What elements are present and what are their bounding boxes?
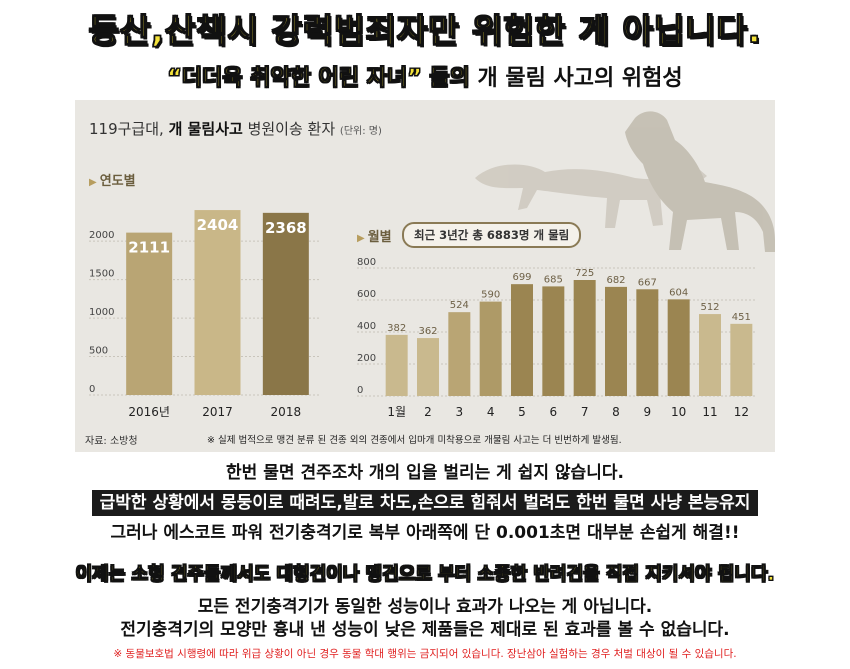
bar-value-label: 382 (387, 323, 406, 334)
y-tick-label: 1500 (89, 269, 114, 280)
bar-value-label: 699 (512, 272, 531, 283)
bar-value-label: 512 (700, 302, 719, 313)
bar-value-label: 362 (418, 326, 437, 337)
bar (636, 289, 659, 396)
bar-value-label: 590 (481, 290, 500, 301)
statement-2: 급박한 상황에서 몽둥이로 때려도,발로 차도,손으로 힘줘서 벌려도 한번 물… (0, 488, 850, 516)
title-prefix: 119구급대, (89, 120, 169, 138)
bar (448, 312, 471, 396)
bar-value-label: 2368 (265, 219, 307, 237)
x-category-label: 2018 (271, 405, 302, 419)
y-tick-label: 0 (357, 385, 363, 396)
bar (194, 210, 241, 395)
yearly-chart: 0 500 1000 1500 2000 2111 2016년 2404 2017 2368 201… (89, 210, 320, 419)
x-category-label: 12 (734, 405, 749, 419)
title-bold: 개 물림사고 (168, 120, 243, 138)
bar-value-label: 725 (575, 268, 594, 279)
legal-notice: ※ 동물보호법 시행령에 따라 위급 상황이 아닌 경우 동물 학대 행위는 금… (113, 648, 737, 660)
x-category-label: 9 (644, 405, 652, 419)
x-category-label: 2017 (202, 405, 233, 419)
monthly-chart: 0 200 400 600 800 382 1월 362 2 524 3 590 4 699 5 685 6 72… (357, 257, 757, 419)
bar-value-label: 2111 (128, 239, 170, 257)
bar-value-label: 682 (606, 275, 625, 286)
bar (417, 338, 439, 396)
x-category-label: 6 (550, 405, 558, 419)
infographic: 0 500 1000 1500 2000 2111 2016년 2404 2017 2368 201… (75, 100, 775, 452)
y-tick-label: 1000 (89, 307, 114, 318)
bar (126, 232, 173, 395)
statement-3: 그러나 에스코트 파워 전기충격기로 복부 아래쪽에 단 0.001초면 대부분… (110, 523, 740, 543)
x-category-label: 1월 (387, 405, 406, 419)
statement-6: 전기충격기의 모양만 흉내 낸 성능이 낮은 제품들은 제대로 된 효과를 볼 … (120, 620, 730, 640)
dog-silhouette-icon (475, 111, 775, 252)
bar (730, 323, 753, 396)
bar (605, 286, 627, 396)
bar-value-label: 685 (544, 274, 563, 285)
statement-1: 한번 물면 견주조차 개의 입을 벌리는 게 쉽지 않습니다. (226, 463, 624, 483)
bar (667, 299, 690, 396)
triangle-bullet-icon: ▶ (89, 177, 97, 188)
bar (385, 334, 408, 396)
subtitle-rest: 개 물림 사고의 위험성 (469, 66, 683, 91)
monthly-section-label: ▶ 월별 (357, 226, 392, 245)
yearly-section-label: ▶ 연도별 (89, 170, 136, 189)
subtitle: “더더욱 취약한 어린 자녀” 들의 개 물림 사고의 위험성 (0, 60, 850, 92)
x-category-label: 11 (702, 405, 717, 419)
x-category-label: 4 (487, 405, 495, 419)
unit-label: (단위: 명) (339, 126, 382, 137)
statement-4: 이제는 소형 견주들께서도 대형견이나 맹견으로 부터 소중한 반려견을 직접 … (75, 564, 775, 586)
y-tick-label: 200 (357, 353, 376, 364)
bar (511, 284, 533, 396)
chart-canvas: 050010001500200021112016년240420172368201… (89, 111, 775, 419)
bar (479, 301, 502, 396)
y-tick-label: 600 (357, 289, 376, 300)
x-category-label: 3 (456, 405, 464, 419)
y-tick-label: 0 (89, 384, 95, 395)
bar (573, 280, 596, 396)
statement-5: 모든 전기충격기가 동일한 성능이나 효과가 나오는 게 아닙니다. (197, 597, 653, 617)
monthly-total-badge: 최근 3년간 총 6883명 개 물림 (402, 222, 582, 248)
x-category-label: 2016년 (128, 405, 170, 419)
x-category-label: 5 (518, 405, 526, 419)
title-suffix: 병원이송 환자 (242, 120, 340, 138)
subtitle-highlight: “더더욱 취약한 어린 자녀” 들의 (167, 66, 470, 92)
y-tick-label: 800 (357, 257, 376, 268)
bar (699, 314, 721, 396)
infographic-title: 119구급대, 개 물림사고 병원이송 환자 (단위: 명) (89, 118, 382, 139)
triangle-bullet-icon: ▶ (357, 233, 365, 244)
x-category-label: 8 (612, 405, 620, 419)
monthly-label-text: 월별 (367, 230, 392, 245)
yearly-label-text: 연도별 (99, 174, 136, 189)
statement-2-text: 급박한 상황에서 몽둥이로 때려도,발로 차도,손으로 힘줘서 벌려도 한번 물… (91, 490, 759, 516)
x-category-label: 7 (581, 405, 589, 419)
bar-value-label: 667 (638, 277, 657, 288)
bar-value-label: 2404 (197, 216, 239, 234)
bar-value-label: 604 (669, 287, 688, 298)
y-tick-label: 400 (357, 321, 376, 332)
footnote: ※ 실제 법적으로 맹견 분류 된 견종 외의 견종에서 입마개 미착용으로 개… (207, 435, 622, 446)
bar-value-label: 524 (450, 300, 469, 311)
headline: 등산,산책시 강력범죄자만 위험한 게 아닙니다. (88, 10, 762, 50)
x-category-label: 10 (671, 405, 686, 419)
bar-value-label: 451 (732, 312, 751, 323)
bar (262, 212, 309, 395)
source-label: 자료: 소방청 (85, 436, 138, 447)
bar (542, 286, 565, 396)
y-tick-label: 2000 (89, 230, 114, 241)
x-category-label: 2 (424, 405, 432, 419)
y-tick-label: 500 (89, 346, 108, 357)
